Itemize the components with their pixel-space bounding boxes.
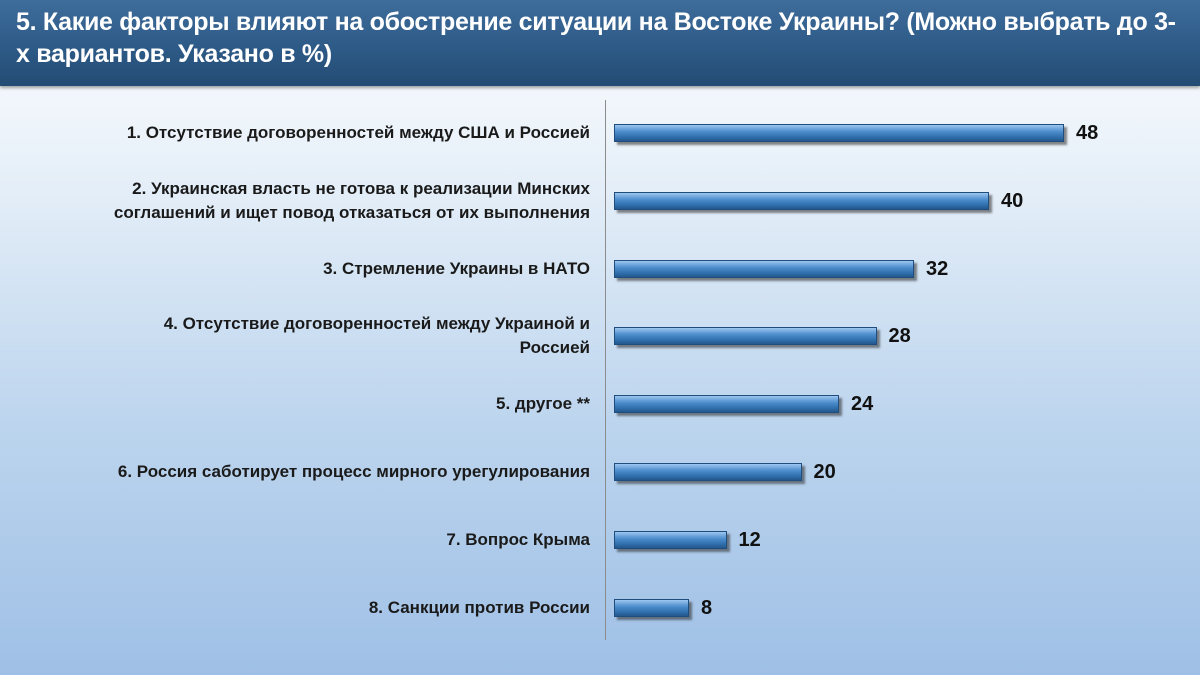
category-label: 6. Россия саботирует процесс мирного уре… — [30, 460, 590, 484]
title-banner: 5. Какие факторы влияют на обострение си… — [0, 0, 1200, 86]
category-label: 1. Отсутствие договоренностей между США … — [30, 121, 590, 145]
category-label: 7. Вопрос Крыма — [30, 528, 590, 552]
bar — [614, 327, 877, 346]
bar — [614, 124, 1064, 142]
bar — [614, 259, 914, 278]
value-label: 32 — [926, 257, 949, 280]
bar — [614, 463, 802, 481]
bar — [614, 191, 989, 210]
value-label: 24 — [851, 393, 874, 416]
category-label-line: 4. Отсутствие договоренностей между Укра… — [163, 314, 590, 334]
value-label: 40 — [1001, 189, 1024, 212]
category-label-line: 6. Россия саботирует процесс мирного уре… — [117, 462, 590, 481]
category-label-line: Россией — [519, 338, 590, 358]
category-axis — [605, 100, 606, 640]
page-title: 5. Какие факторы влияют на обострение си… — [16, 8, 1176, 68]
value-label: 28 — [888, 325, 911, 348]
category-label: 4. Отсутствие договоренностей между Укра… — [30, 312, 590, 360]
category-label: 8. Санкции против России — [30, 596, 590, 620]
category-label: 5. другое ** — [30, 392, 590, 416]
category-label-line: 3. Стремление Украины в НАТО — [323, 258, 590, 278]
category-label: 2. Украинская власть не готова к реализа… — [30, 177, 590, 225]
bar — [614, 530, 727, 549]
value-label: 20 — [813, 461, 836, 483]
bar — [614, 395, 839, 414]
category-label-line: 1. Отсутствие договоренностей между США … — [126, 123, 590, 142]
value-label: 48 — [1076, 122, 1099, 144]
bar — [614, 598, 689, 617]
value-label: 8 — [701, 596, 713, 619]
category-label-line: 2. Украинская власть не готова к реализа… — [132, 178, 590, 198]
category-label: 3. Стремление Украины в НАТО — [30, 257, 590, 281]
value-label: 12 — [738, 528, 761, 551]
category-label-line: соглашений и ищет повод отказаться от их… — [113, 202, 590, 222]
category-label-line: 8. Санкции против России — [368, 597, 590, 617]
category-label-line: 5. другое ** — [496, 394, 590, 414]
category-label-line: 7. Вопрос Крыма — [446, 529, 590, 549]
